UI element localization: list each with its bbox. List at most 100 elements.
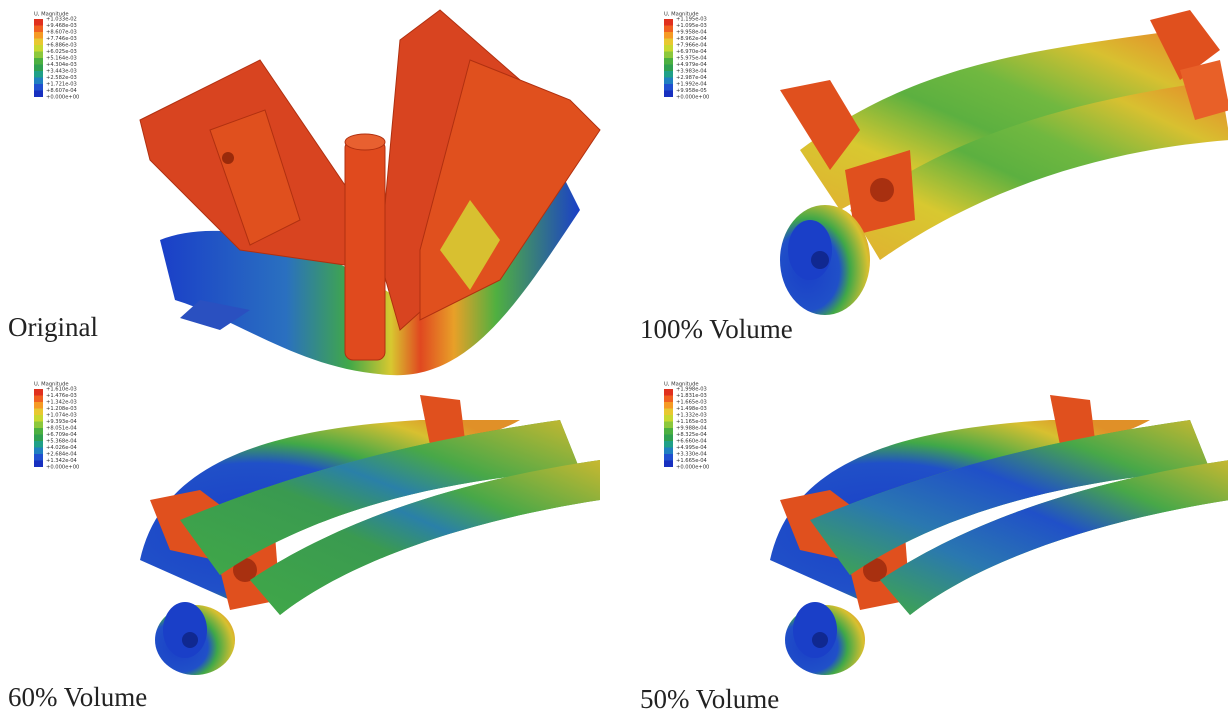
legend: U, Magnitude+1.610e-03+1.476e-03+1.342e-…: [34, 382, 79, 471]
legend-value: +3.443e-03: [46, 69, 77, 75]
legend-value: +8.607e-04: [46, 88, 78, 94]
legend-swatch: [664, 26, 673, 33]
legend-swatch: [34, 409, 43, 416]
legend-value: +9.958e-04: [676, 30, 708, 36]
legend-value: +6.886e-03: [46, 43, 77, 49]
legend-value: +1.165e-03: [676, 419, 707, 425]
legend-swatch: [34, 448, 43, 455]
legend-value: +3.330e-04: [676, 452, 708, 458]
legend-value: +1.208e-03: [46, 406, 77, 412]
legend-swatch: [34, 32, 43, 39]
legend-swatch: [664, 409, 673, 416]
legend-swatch: [664, 454, 673, 461]
legend-value: +1.342e-03: [46, 400, 77, 406]
panel-100: [780, 10, 1228, 315]
legend-value: +5.164e-03: [46, 56, 77, 62]
legend-value: +6.660e-04: [676, 439, 708, 445]
legend-value: +1.074e-03: [46, 413, 77, 419]
legend-value: +9.393e-04: [46, 419, 78, 425]
legend-swatch: [34, 78, 43, 85]
legend-value: +3.983e-04: [676, 69, 708, 75]
legend-value: +1.721e-03: [46, 82, 77, 88]
legend-swatch: [34, 84, 43, 91]
legend-value: +1.342e-04: [46, 458, 78, 464]
legend-value: +1.665e-03: [676, 400, 707, 406]
legend-swatch: [34, 389, 43, 396]
legend-swatch: [34, 91, 43, 98]
legend-swatch: [34, 402, 43, 409]
legend-swatch: [34, 58, 43, 65]
legend-value: +9.988e-04: [676, 426, 708, 432]
legend-value: +0.000e+00: [676, 465, 709, 471]
legend-swatch: [34, 396, 43, 403]
legend-value: +9.468e-03: [46, 23, 77, 29]
panel-label: 50% Volume: [640, 684, 779, 714]
legend-swatch: [664, 461, 673, 468]
legend-swatch: [34, 65, 43, 72]
panel-label: Original: [8, 312, 98, 342]
legend-swatch: [34, 435, 43, 442]
figure: Original 100% Volume 60% Volume 50% Volu…: [0, 0, 1228, 715]
legend-value: +1.992e-04: [676, 82, 708, 88]
legend-swatch: [664, 415, 673, 422]
legend: U, Magnitude+1.033e-02+9.468e-03+8.607e-…: [34, 12, 79, 101]
legend-value: +1.476e-03: [46, 393, 77, 399]
legend-value: +6.709e-04: [46, 432, 78, 438]
legend-swatch: [34, 71, 43, 78]
legend-swatch: [34, 461, 43, 468]
legend-value: +4.304e-03: [46, 62, 77, 68]
legend-swatch: [664, 84, 673, 91]
legend-swatch: [664, 52, 673, 59]
legend-swatch: [34, 26, 43, 33]
legend-swatch: [34, 52, 43, 59]
legend-swatch: [664, 39, 673, 46]
legend-swatch: [664, 389, 673, 396]
legend-swatch: [34, 422, 43, 429]
legend-value: +1.195e-03: [676, 17, 707, 23]
legend-swatch: [664, 422, 673, 429]
legend-swatch: [664, 396, 673, 403]
panel-60: [140, 395, 600, 675]
legend-swatch: [664, 65, 673, 72]
legend-swatch: [664, 32, 673, 39]
legend-value: +5.975e-04: [676, 56, 708, 62]
legend-value: +6.970e-04: [676, 49, 708, 55]
legend-swatch: [664, 448, 673, 455]
legend-value: +8.607e-03: [46, 30, 77, 36]
legend-swatch: [34, 454, 43, 461]
legend-value: +7.966e-04: [676, 43, 708, 49]
legend-swatch: [664, 58, 673, 65]
legend: U, Magnitude+1.998e-03+1.831e-03+1.665e-…: [664, 382, 709, 471]
legend-value: +2.987e-04: [676, 75, 708, 81]
legend-value: +1.610e-03: [46, 387, 77, 393]
panel-label: 100% Volume: [640, 314, 793, 344]
legend-value: +1.095e-03: [676, 23, 707, 29]
panel-label: 60% Volume: [8, 682, 147, 712]
legend-value: +0.000e+00: [46, 465, 79, 471]
legend-swatch: [34, 428, 43, 435]
legend-swatch: [664, 45, 673, 52]
legend-swatch: [34, 415, 43, 422]
legend-value: +1.498e-03: [676, 406, 707, 412]
legend-value: +8.051e-04: [46, 426, 78, 432]
legend-value: +0.000e+00: [676, 95, 709, 101]
legend-value: +0.000e+00: [46, 95, 79, 101]
legend-value: +1.831e-03: [676, 393, 707, 399]
legend-swatch: [34, 45, 43, 52]
legend-value: +1.033e-02: [46, 17, 77, 23]
legend-swatch: [664, 428, 673, 435]
legend-value: +5.368e-04: [46, 439, 78, 445]
legend-value: +1.665e-04: [676, 458, 708, 464]
legend-value: +8.962e-04: [676, 36, 708, 42]
legend-value: +2.582e-03: [46, 75, 77, 81]
legend-value: +4.979e-04: [676, 62, 708, 68]
legend-value: +8.325e-04: [676, 432, 708, 438]
legend-swatch: [664, 435, 673, 442]
panel-50: [770, 395, 1228, 675]
legend-swatch: [664, 71, 673, 78]
legend-value: +6.025e-03: [46, 49, 77, 55]
legend-swatch: [34, 441, 43, 448]
legend-value: +2.684e-04: [46, 452, 78, 458]
legend-value: +1.332e-03: [676, 413, 707, 419]
page: {"panels": [ {"label": "Original", "lege…: [0, 0, 1228, 715]
